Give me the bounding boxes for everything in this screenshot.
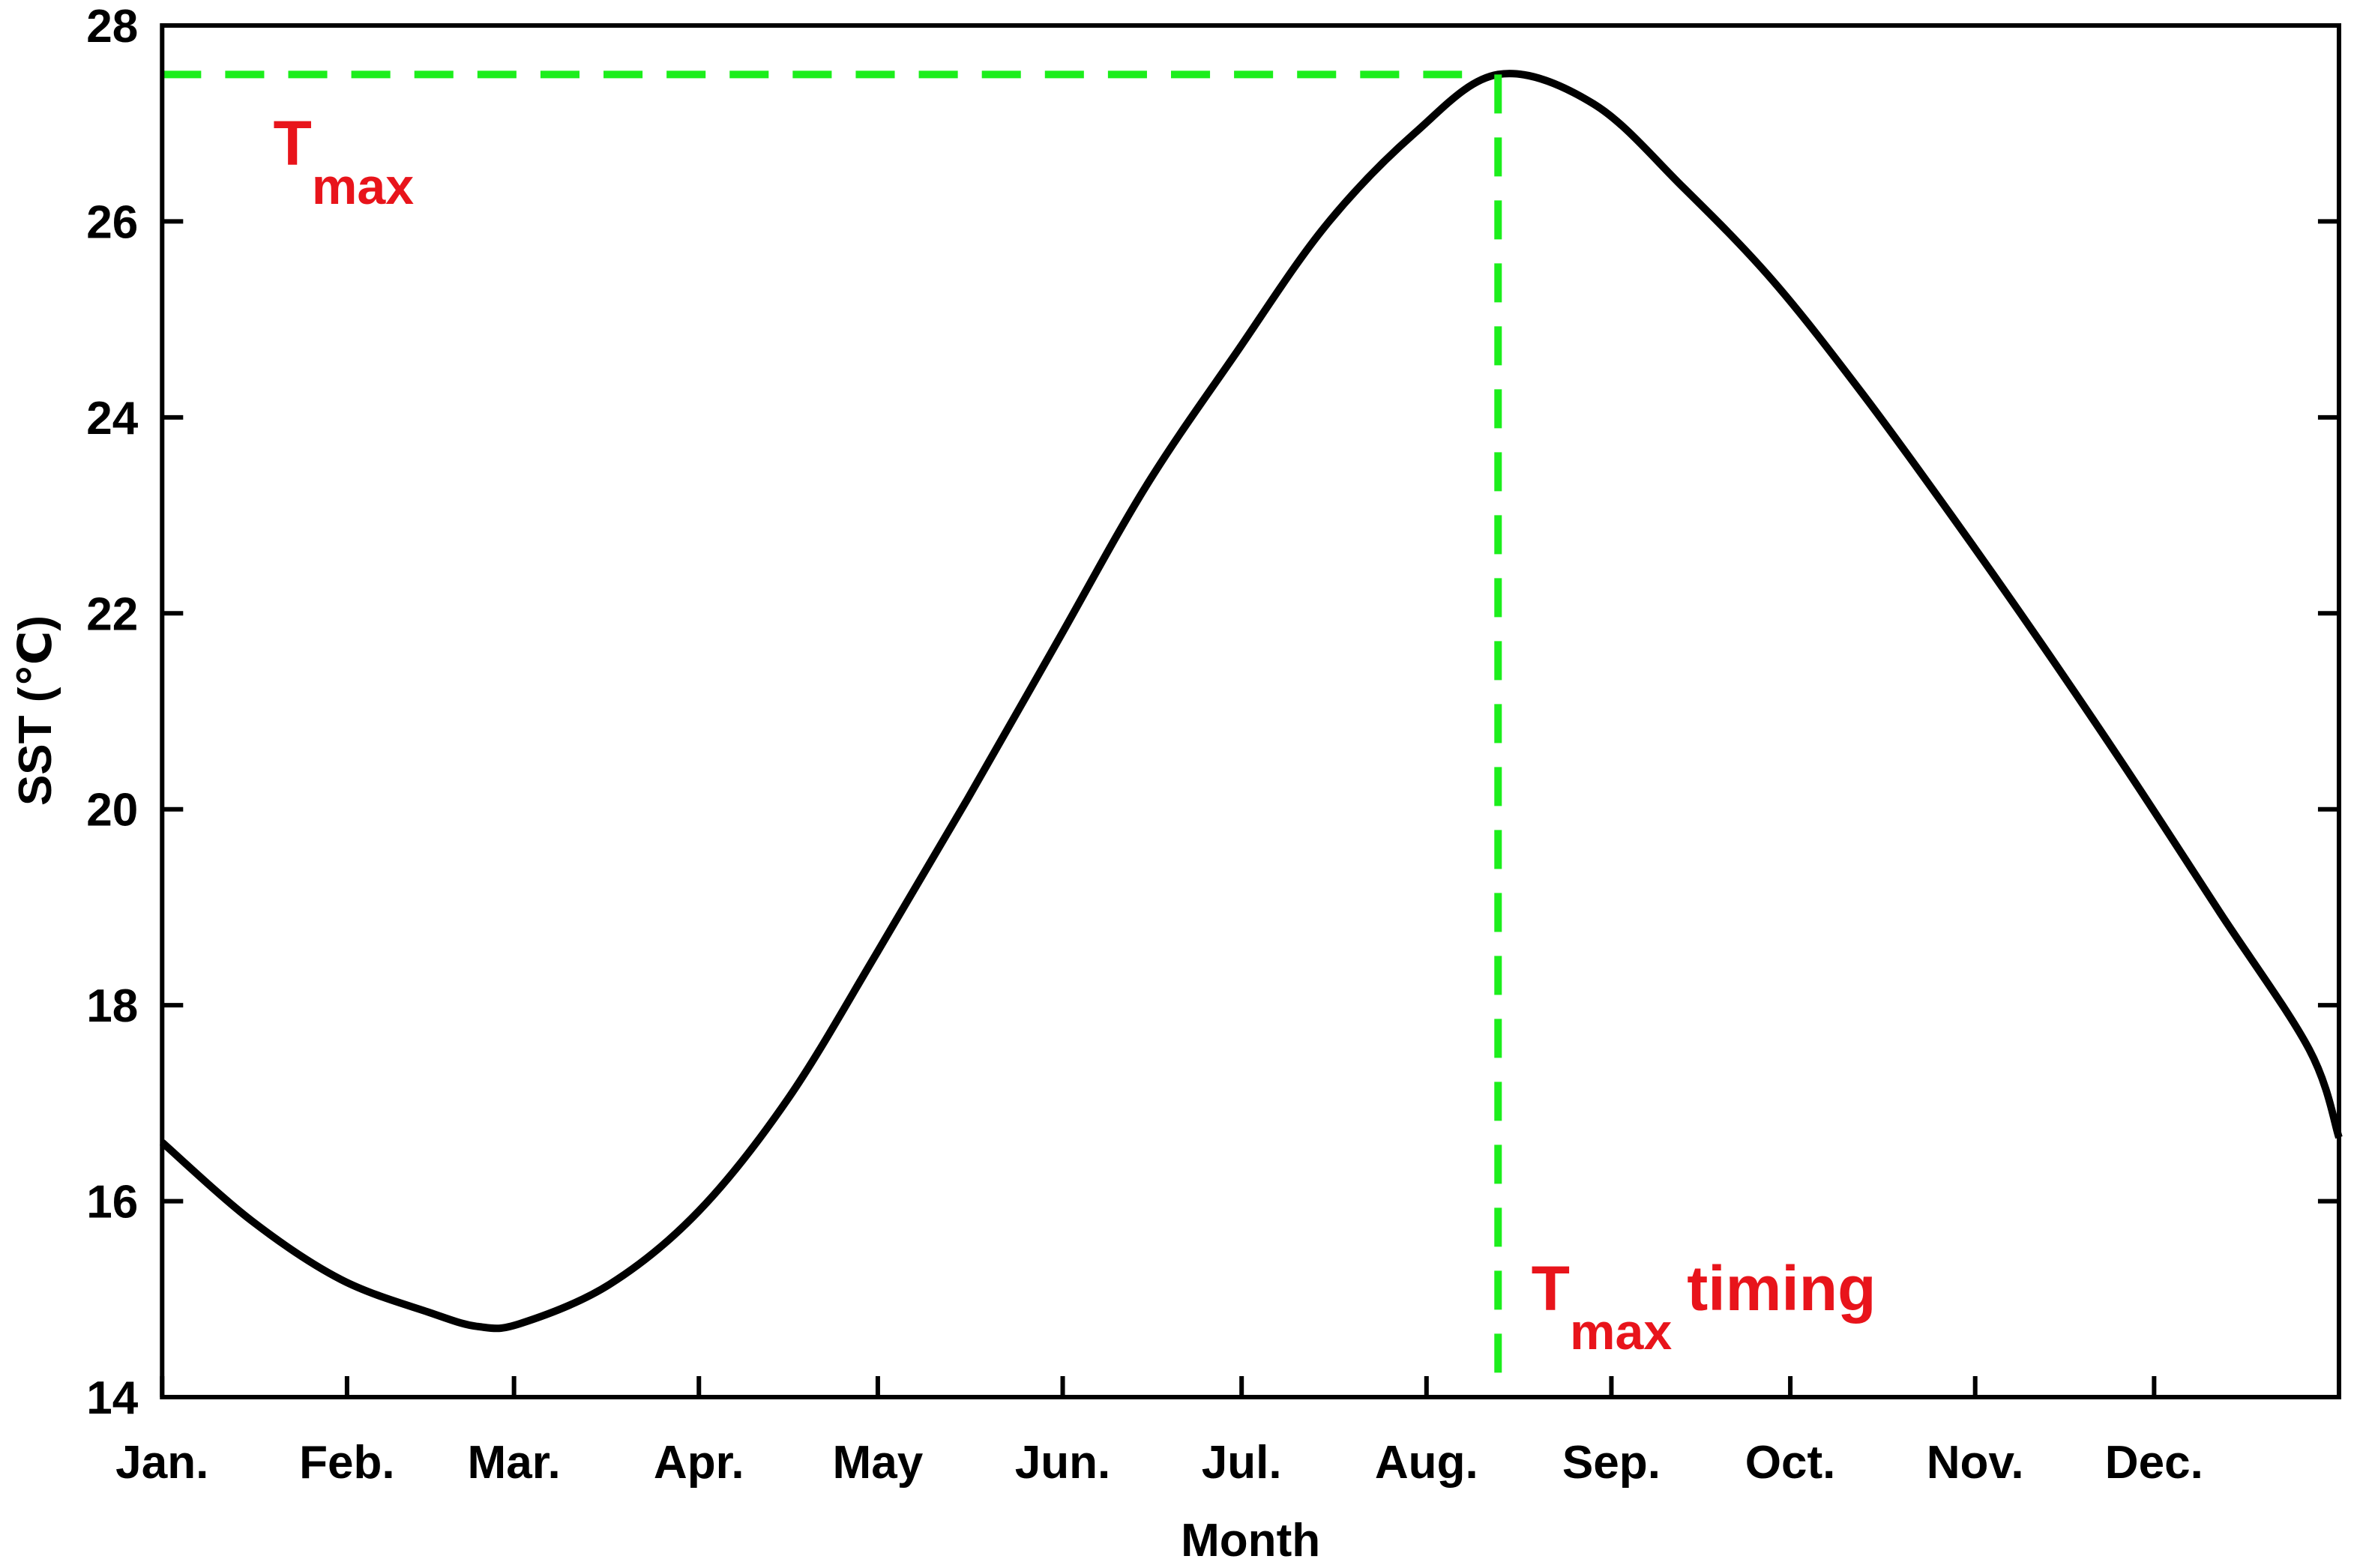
annotation: Tmax timing — [1532, 1253, 1876, 1360]
x-tick-label: Sep. — [1562, 1437, 1661, 1489]
plot-frame — [160, 23, 2341, 1399]
x-tick-label: Nov. — [1927, 1437, 2024, 1489]
annotation-main: T — [273, 108, 311, 178]
x-tick-label: May — [833, 1437, 924, 1489]
annotation-main: T — [1532, 1253, 1570, 1324]
series-line — [159, 70, 2343, 1333]
x-axis-label: Month — [1181, 1515, 1320, 1567]
x-tick-label: Apr. — [654, 1437, 744, 1489]
y-tick-label: 18 — [86, 980, 138, 1032]
y-tick-label: 16 — [86, 1177, 138, 1228]
y-tick-label: 14 — [86, 1372, 139, 1424]
y-tick-label: 24 — [86, 393, 139, 444]
annotation-suffix: timing — [1687, 1253, 1876, 1324]
y-tick-label: 26 — [86, 196, 138, 248]
y-tick-label: 22 — [86, 588, 138, 640]
x-tick-label: Jul. — [1202, 1437, 1282, 1489]
x-tick-label: Oct. — [1745, 1437, 1836, 1489]
annotation: Tmax — [273, 108, 414, 215]
annotation-sub: max — [1570, 1303, 1672, 1360]
x-tick-label: Jun. — [1015, 1437, 1111, 1489]
x-tick-label: Mar. — [468, 1437, 561, 1489]
annotation-sub: max — [312, 158, 414, 215]
x-tick-label: Dec. — [2105, 1437, 2203, 1489]
x-tick-label: Feb. — [299, 1437, 395, 1489]
y-tick-label: 20 — [86, 785, 138, 836]
x-tick-label: Jan. — [115, 1437, 208, 1489]
y-axis-label: SST (℃) — [10, 615, 61, 806]
x-tick-label: Aug. — [1375, 1437, 1478, 1489]
y-tick-label: 28 — [86, 1, 138, 52]
